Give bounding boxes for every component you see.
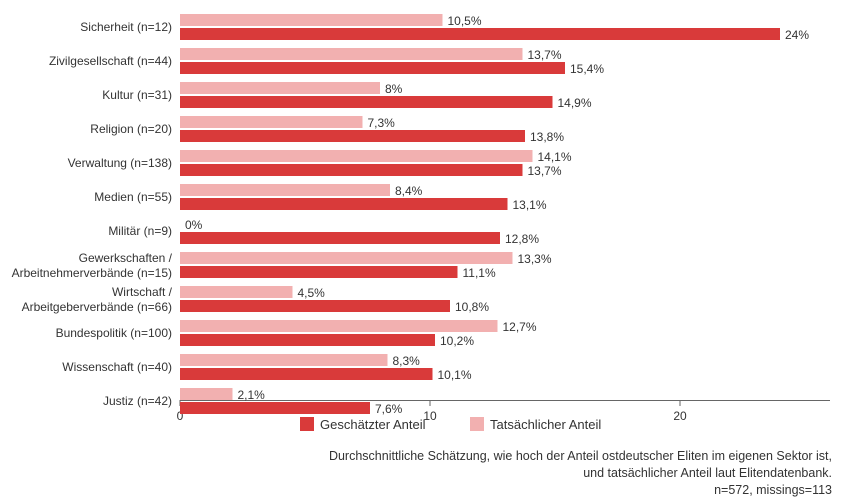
bar-actual [180,388,233,400]
category-label: Gewerkschaften / [79,251,173,265]
value-label-actual: 14,1% [538,150,572,164]
caption-line-3: n=572, missings=113 [714,483,832,497]
bar-actual [180,286,293,298]
bar-estimated [180,232,500,244]
bar-estimated [180,198,508,210]
bar-actual [180,48,523,60]
category-label: Religion (n=20) [90,122,172,136]
value-label-actual: 13,3% [518,252,552,266]
bar-estimated [180,164,523,176]
category-label: Militär (n=9) [108,224,172,238]
value-label-actual: 10,5% [448,14,482,28]
value-label-actual: 2,1% [238,388,266,402]
value-label-estimated: 11,1% [463,266,496,280]
bar-estimated [180,62,565,74]
value-label-actual: 12,7% [503,320,537,334]
bar-estimated [180,300,450,312]
legend-label: Tatsächlicher Anteil [490,417,601,432]
value-label-actual: 0% [185,218,203,232]
category-label: Sicherheit (n=12) [80,20,172,34]
value-label-estimated: 15,4% [570,62,604,76]
legend-swatch [470,417,484,431]
value-label-actual: 4,5% [298,286,326,300]
category-label: Wissenschaft (n=40) [62,360,172,374]
legend-swatch [300,417,314,431]
elite-share-bar-chart: 0102010,5%24%Sicherheit (n=12)13,7%15,4%… [0,0,844,500]
value-label-actual: 8% [385,82,403,96]
category-label: Kultur (n=31) [102,88,172,102]
value-label-estimated: 14,9% [558,96,592,110]
bar-estimated [180,402,370,414]
bar-estimated [180,266,458,278]
value-label-estimated: 13,8% [530,130,564,144]
value-label-estimated: 12,8% [505,232,539,246]
legend-label: Geschätzter Anteil [320,417,426,432]
bar-actual [180,150,533,162]
category-label: Arbeitgeberverbände (n=66) [22,300,172,314]
bar-actual [180,82,380,94]
category-label: Arbeitnehmerverbände (n=15) [12,266,172,280]
category-label: Wirtschaft / [112,285,173,299]
value-label-estimated: 13,1% [513,198,547,212]
value-label-actual: 8,3% [393,354,421,368]
bar-estimated [180,28,780,40]
bar-actual [180,116,363,128]
bar-actual [180,252,513,264]
value-label-actual: 13,7% [528,48,562,62]
bar-actual [180,320,498,332]
bar-estimated [180,368,433,380]
value-label-estimated: 10,1% [438,368,472,382]
bar-estimated [180,334,435,346]
category-label: Justiz (n=42) [103,394,172,408]
value-label-estimated: 10,2% [440,334,474,348]
chart-caption: Durchschnittliche Schätzung, wie hoch de… [329,448,832,499]
bar-actual [180,184,390,196]
category-label: Zivilgesellschaft (n=44) [49,54,172,68]
caption-line-2: und tatsächlicher Anteil laut Elitendate… [583,466,832,480]
value-label-actual: 8,4% [395,184,423,198]
value-label-actual: 7,3% [368,116,396,130]
bar-estimated [180,96,553,108]
bar-actual [180,354,388,366]
x-tick-label: 20 [673,409,687,423]
caption-line-1: Durchschnittliche Schätzung, wie hoch de… [329,449,832,463]
value-label-estimated: 10,8% [455,300,489,314]
bar-estimated [180,130,525,142]
value-label-estimated: 24% [785,28,809,42]
category-label: Bundespolitik (n=100) [56,326,172,340]
category-label: Medien (n=55) [94,190,172,204]
value-label-estimated: 7,6% [375,402,403,416]
value-label-estimated: 13,7% [528,164,562,178]
category-label: Verwaltung (n=138) [68,156,172,170]
bar-actual [180,14,443,26]
